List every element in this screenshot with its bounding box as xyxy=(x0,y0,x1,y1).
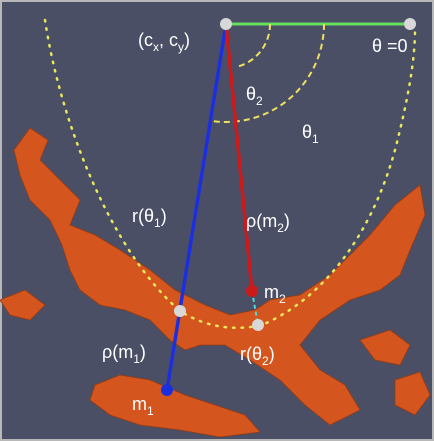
label-text: ) xyxy=(140,342,146,362)
m2-point xyxy=(246,285,258,297)
label-subscript: 2 xyxy=(279,292,286,306)
label-text: ρ(m xyxy=(102,342,133,362)
label-text: m xyxy=(264,282,279,302)
label-text: ρ(m xyxy=(246,211,277,231)
label-subscript: 1 xyxy=(147,404,154,418)
m1-point xyxy=(161,384,173,396)
label-text: θ xyxy=(246,84,256,104)
label-text: ) xyxy=(269,344,275,364)
label-text: r(θ xyxy=(132,206,154,226)
label-subscript: 2 xyxy=(256,94,263,108)
label-text: ) xyxy=(184,30,190,50)
label-text: ) xyxy=(284,211,290,231)
diagram: (cx, cy)θ =0θ2θ1r(θ1)ρ(m2)m2ρ(m1)r(θ2)m1 xyxy=(0,0,434,441)
contour-point-2 xyxy=(252,319,264,331)
label-text: θ =0 xyxy=(372,36,408,56)
zero-point xyxy=(404,18,416,30)
label-text: θ xyxy=(302,122,312,142)
label-text: r(θ xyxy=(240,344,262,364)
label-subscript: 1 xyxy=(312,132,319,146)
label-text: ) xyxy=(161,206,167,226)
label-text: , c xyxy=(159,30,178,50)
contour-point-1 xyxy=(174,305,186,317)
label: θ =0 xyxy=(372,36,408,56)
center-point xyxy=(220,18,232,30)
label-text: (c xyxy=(138,30,153,50)
label-text: m xyxy=(132,394,147,414)
